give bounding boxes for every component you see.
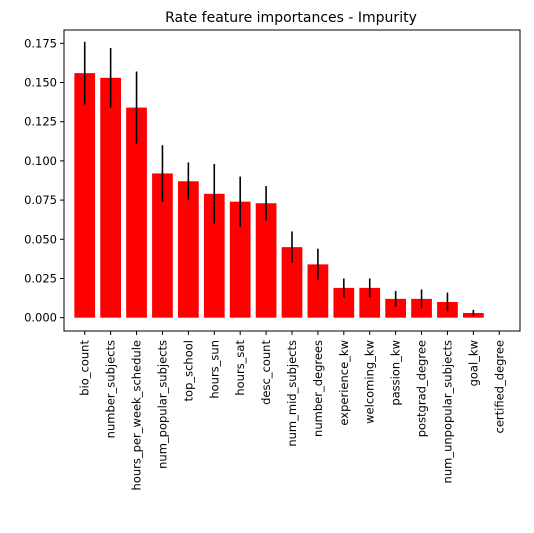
- x-tick-label: desc_count: [259, 340, 273, 405]
- bar-hours-per-week-schedule: [126, 107, 147, 318]
- chart-title: Rate feature importances - Impurity: [165, 10, 417, 26]
- x-tick-label: welcoming_kw: [363, 340, 377, 424]
- bar-hours-sun: [203, 193, 225, 318]
- x-tick-label: experience_kw: [337, 340, 351, 426]
- bar-number-subjects: [100, 77, 121, 318]
- x-axis: bio_count number_subjects hours_per_week_s…: [78, 331, 506, 490]
- bar-bio-count: [74, 73, 96, 318]
- y-tick-label: 0.175: [24, 36, 57, 50]
- bar-desc-count: [255, 203, 277, 318]
- x-tick-label: postgrad_degree: [415, 340, 429, 437]
- bar-welcoming-kw: [359, 287, 381, 318]
- bars-group: [74, 73, 484, 318]
- x-tick-label: bio_count: [78, 340, 92, 396]
- bar-number-degrees: [307, 264, 329, 318]
- y-tick-label: 0.125: [24, 115, 57, 129]
- bar-experience-kw: [333, 287, 355, 318]
- y-tick-label: 0.150: [24, 76, 57, 90]
- bar-top-school: [178, 181, 199, 318]
- x-tick-label: num_mid_subjects: [285, 340, 299, 447]
- x-tick-label: hours_sat: [233, 340, 247, 396]
- x-tick-label: num_popular_subjects: [155, 340, 169, 469]
- y-tick-label: 0.000: [24, 311, 57, 325]
- x-tick-label: num_unpopular_subjects: [440, 340, 454, 483]
- x-tick-label: number_subjects: [104, 340, 118, 438]
- bar-hours-sat: [229, 201, 251, 318]
- bar-num-mid-subjects: [281, 247, 303, 318]
- y-tick-label: 0.100: [24, 154, 57, 168]
- y-tick-label: 0.050: [24, 232, 57, 246]
- x-tick-label: number_degrees: [311, 340, 325, 437]
- x-tick-label: goal_kw: [466, 340, 480, 386]
- x-tick-label: hours_sun: [207, 340, 221, 399]
- x-tick-label: passion_kw: [389, 340, 403, 406]
- x-tick-label: certified_degree: [492, 340, 506, 434]
- x-tick-label: top_school: [181, 340, 195, 401]
- bar-passion-kw: [385, 298, 406, 318]
- error-bars-group: [83, 41, 475, 317]
- x-tick-label: hours_per_week_schedule: [130, 340, 144, 490]
- y-tick-label: 0.025: [24, 271, 57, 285]
- bar-num-popular-subjects: [152, 173, 173, 318]
- y-tick-label: 0.075: [24, 193, 57, 207]
- y-axis: 0.000 0.025 0.050 0.075 0.100 0.125 0.150 0.175: [24, 36, 64, 325]
